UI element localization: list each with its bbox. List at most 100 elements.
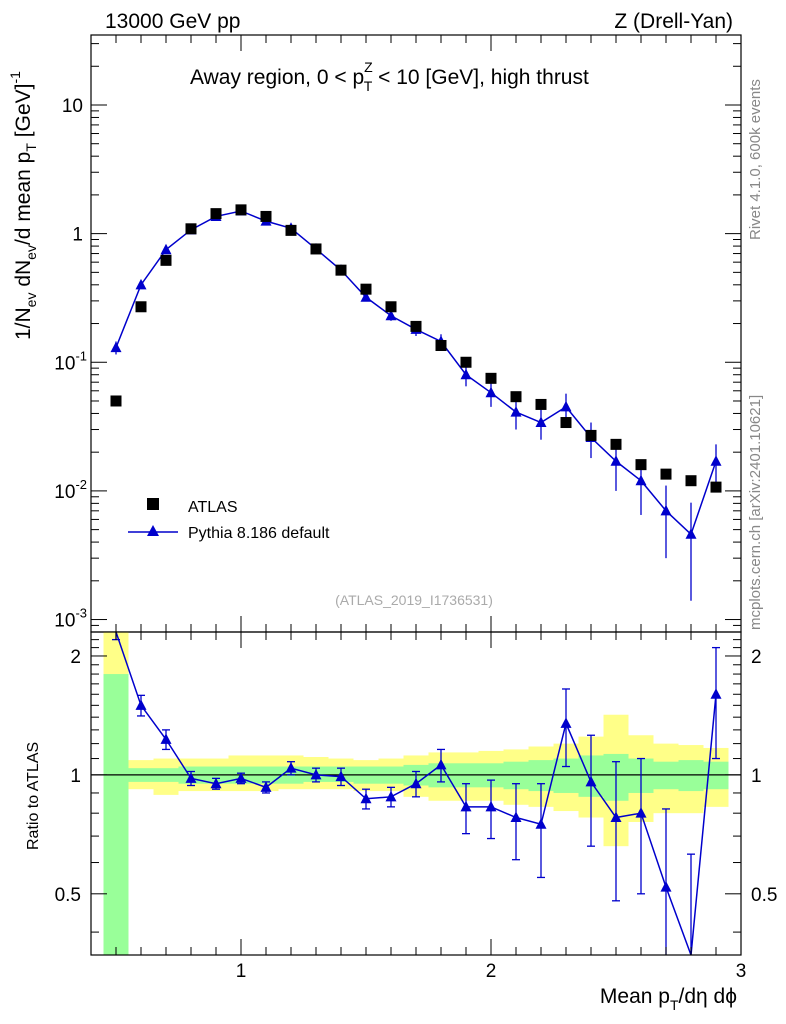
mc-point	[560, 400, 572, 412]
ratio-point	[535, 818, 547, 829]
y-ratio-tick-label: 1	[70, 766, 81, 787]
ratio-point	[260, 781, 272, 792]
y-main-label-part3: /d mean p	[12, 152, 35, 245]
ratio-point	[310, 768, 322, 780]
subtitle-prefix: Away region, 0 < p	[190, 66, 364, 89]
mc-point	[610, 455, 622, 466]
data-point	[235, 204, 247, 216]
y-main-label-unit: [GeV]	[12, 84, 35, 144]
mc-point	[110, 341, 122, 353]
ratio-band-inner	[103, 674, 129, 955]
subtitle-sup: Z	[364, 59, 373, 75]
x-tick-label: 2	[486, 961, 497, 982]
data-point	[610, 438, 622, 450]
data-point	[485, 372, 497, 384]
y-main-axis-label: 1/Nev dNev/d mean pT [GeV]-1	[7, 71, 39, 340]
mc-point	[510, 406, 522, 417]
y-main-tick-label: 10-1	[54, 348, 87, 374]
mc-point	[660, 504, 672, 516]
subtitle-suffix: < 10 [GeV], high thrust	[372, 66, 589, 89]
data-point	[110, 395, 122, 407]
ratio-point	[410, 777, 422, 789]
data-point	[460, 356, 472, 368]
y-main-label-sup: -1	[7, 71, 23, 84]
mcplots-label: mcplots.cern.ch [arXiv:2401.10621]	[747, 395, 764, 630]
y-main-tick-base: 10	[54, 611, 75, 632]
data-point	[560, 417, 572, 429]
y-ratio-axis-label: Ratio to ATLAS	[25, 742, 42, 850]
y-main-tick-label: 1	[72, 225, 83, 246]
data-point	[385, 301, 397, 313]
y-main-tick-exp: -1	[75, 348, 87, 363]
mc-point	[385, 309, 397, 321]
mc-point	[710, 455, 722, 466]
ratio-point	[710, 688, 722, 699]
y-ratio-tick-label-right: 0.5	[751, 885, 777, 906]
y-ratio-tick-label: 2	[70, 647, 81, 668]
ratio-point	[235, 772, 247, 783]
x-label-suffix: /dη dϕ	[679, 985, 737, 1008]
ratio-point	[285, 762, 297, 773]
data-point	[635, 459, 647, 471]
mc-point	[460, 368, 472, 380]
ratio-point	[610, 811, 622, 823]
y-ratio-tick-label-right: 1	[751, 766, 762, 787]
ratio-point	[160, 733, 172, 744]
data-point	[185, 223, 197, 235]
data-point	[210, 208, 222, 220]
data-point	[535, 398, 547, 410]
data-point	[435, 339, 447, 351]
ratio-point	[460, 800, 472, 812]
y-main-tick-label: 10	[62, 96, 83, 117]
data-point	[310, 243, 322, 255]
ratio-point	[185, 772, 197, 783]
y-ratio-tick-label-right: 2	[751, 647, 762, 668]
rivet-label: Rivet 4.1.0, 600k events	[747, 79, 764, 240]
data-point	[710, 481, 722, 493]
ratio-point	[560, 717, 572, 728]
data-point	[685, 475, 697, 487]
data-point	[135, 301, 147, 313]
y-main-tick-base: 10	[54, 482, 75, 503]
x-axis-label: Mean pT/dη dϕ	[600, 985, 737, 1013]
x-label-sub: T	[670, 997, 679, 1013]
x-tick-label: 3	[736, 961, 747, 982]
mc-point	[535, 416, 547, 428]
y-main-label-sub2: ev	[23, 245, 39, 260]
y-main-tick-label: 10-2	[54, 477, 87, 503]
legend-mc-label: Pythia 8.186 default	[188, 525, 330, 542]
data-point	[160, 254, 172, 266]
legend-data-label: ATLAS	[188, 499, 238, 516]
ratio-point	[510, 811, 522, 823]
ratio-point	[335, 770, 347, 782]
y-main-tick-label: 10-3	[54, 606, 87, 632]
mc-point	[360, 291, 372, 302]
legend-mc-marker	[147, 525, 159, 536]
data-point	[660, 468, 672, 480]
ratio-point	[485, 800, 497, 812]
ratio-point	[210, 777, 222, 789]
ratio-point	[585, 775, 597, 787]
y-main-tick-base: 10	[54, 353, 75, 374]
y-main-label-part2: dN	[12, 260, 35, 293]
x-tick-label: 1	[236, 961, 247, 982]
subtitle: Away region, 0 < pZ T < 10 [GeV], high th…	[190, 59, 589, 94]
process-label: Z (Drell-Yan)	[614, 10, 733, 33]
y-main-tick-exp: -3	[75, 606, 87, 621]
mc-point	[135, 278, 147, 290]
ratio-point	[385, 790, 397, 802]
data-point	[585, 429, 597, 441]
data-point	[410, 320, 422, 332]
data-point	[335, 264, 347, 276]
y-main-tick-exp: -2	[75, 477, 87, 492]
y-main-label-part1: 1/N	[12, 307, 35, 340]
energy-label: 13000 GeV pp	[105, 10, 240, 33]
mc-point	[635, 474, 647, 486]
subtitle-sub: T	[364, 78, 373, 94]
y-main-label-sub3: T	[23, 143, 39, 152]
data-point	[260, 210, 272, 222]
data-point	[285, 224, 297, 236]
ratio-point	[135, 699, 147, 710]
